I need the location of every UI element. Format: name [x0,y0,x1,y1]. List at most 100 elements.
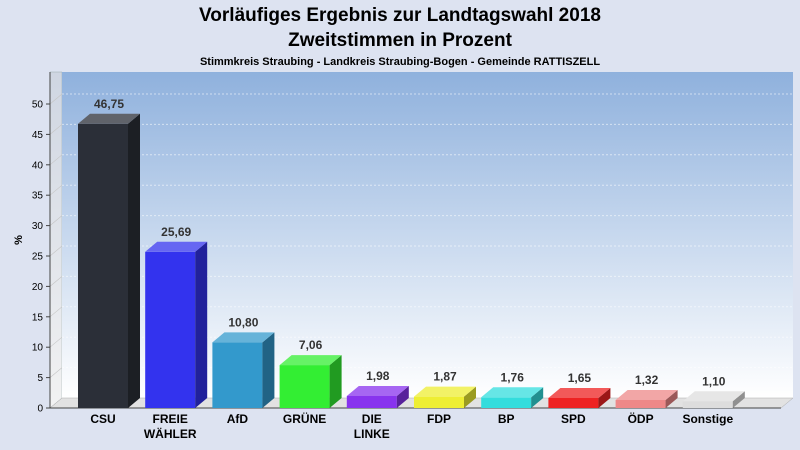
value-label: 1,10 [702,374,726,388]
grid-wall-line [49,367,63,378]
category-label: FREIE WÄHLER [144,412,197,441]
y-tick-label: 5 [37,373,43,384]
bar-front [548,397,599,408]
value-label: 25,69 [161,225,191,239]
y-tick-label: 15 [32,312,44,323]
y-tick-label: 25 [32,252,44,263]
bar-front [279,365,330,408]
bar-top [145,241,208,252]
bar-top [682,391,745,402]
bar [346,385,409,408]
y-tick-label: 40 [32,160,44,171]
bar-front [346,395,397,408]
bar [682,391,745,408]
value-label: 1,32 [635,373,659,387]
category-label: CSU [90,412,115,426]
value-label: 1,65 [568,371,592,385]
bar-side [262,332,275,408]
bar-front [78,123,128,408]
bar-side [464,386,476,408]
value-label: 10,80 [228,315,258,329]
category-label-line: BP [498,412,515,426]
category-label: AfD [227,412,249,426]
y-tick-label: 50 [32,100,44,111]
grid-wall-line [49,93,63,105]
bar-top [548,387,611,398]
category-label-line: LINKE [354,427,390,441]
bar-front [212,342,263,408]
bar-front [414,396,464,408]
category-label-line: AfD [227,412,249,426]
y-tick-label: 10 [32,343,44,354]
category-label-line: WÄHLER [144,426,197,441]
bar-top [346,385,409,396]
category-label-line: SPD [561,412,586,426]
y-tick-label: 0 [37,404,43,415]
category-label-line: CSU [90,412,115,426]
value-label: 46,75 [94,97,124,111]
bar-side [396,385,409,408]
y-tick-label: 20 [32,282,44,293]
grid-wall-line [49,154,63,166]
chart-title-line1: Vorläufiges Ergebnis zur Landtagswahl 20… [199,5,601,26]
value-label: 1,87 [433,370,457,384]
category-label-line: ÖDP [628,411,654,426]
bar [548,387,611,408]
y-tick-label: 30 [32,221,44,232]
grid-wall-line [49,276,63,287]
bar [414,386,476,408]
bar-top [279,355,342,366]
bar [615,389,678,408]
category-label-line: FREIE [153,412,188,426]
category-label: FDP [427,412,451,426]
bar-side [598,387,611,408]
chart-subtitle: Stimmkreis Straubing - Landkreis Straubi… [200,56,600,68]
category-labels: CSU FREIE WÄHLER AfD GRÜNE DIE LINKE FDP BP SPD ÖD… [90,411,733,441]
bar [279,355,342,408]
category-label: Sonstige [682,412,733,426]
bar-side [128,113,140,408]
bar-top [414,386,476,397]
y-tick-label: 35 [32,191,44,202]
grid-wall-line [49,245,63,257]
grid-wall-line [49,184,63,196]
category-label-line: GRÜNE [283,411,326,426]
y-tick-labels: 0 5 10 15 20 25 30 35 40 45 50 [32,100,44,415]
category-label-line: Sonstige [682,412,733,426]
bar-top [78,113,140,124]
category-label: ÖDP [628,411,654,426]
bar-side [665,389,678,408]
y-axis-label: % [13,235,25,245]
bar [481,387,544,408]
plot-side-wall [49,71,63,409]
bar-front [145,251,196,408]
bar-side [732,391,745,408]
grid-wall-line [49,336,63,348]
bar [212,332,275,408]
bars [78,113,745,408]
category-label: SPD [561,412,586,426]
category-label: BP [498,412,515,426]
bar [145,241,208,408]
grid-wall-line [49,215,63,226]
bar-top [481,387,544,398]
value-labels: 46,75 25,69 10,80 7,06 1,98 1,87 1,76 1,65 1,32 1… [94,97,726,389]
bar-front [615,399,666,408]
value-label: 1,98 [366,369,390,383]
value-label: 1,76 [501,370,525,384]
bar-top [212,332,275,343]
bar-top [615,389,678,400]
grid-wall-line [49,306,63,318]
bar-front [481,397,532,408]
category-label-line: FDP [427,412,451,426]
bar-side [329,355,342,408]
bar-front [682,401,733,408]
category-label-line: DIE [362,412,382,426]
chart-title-line2: Zweitstimmen in Prozent [288,30,512,51]
category-label: DIE LINKE [354,412,390,441]
bar [78,113,140,408]
bar-side [531,387,544,408]
value-label: 7,06 [299,338,323,352]
grid-wall-line [49,124,63,135]
